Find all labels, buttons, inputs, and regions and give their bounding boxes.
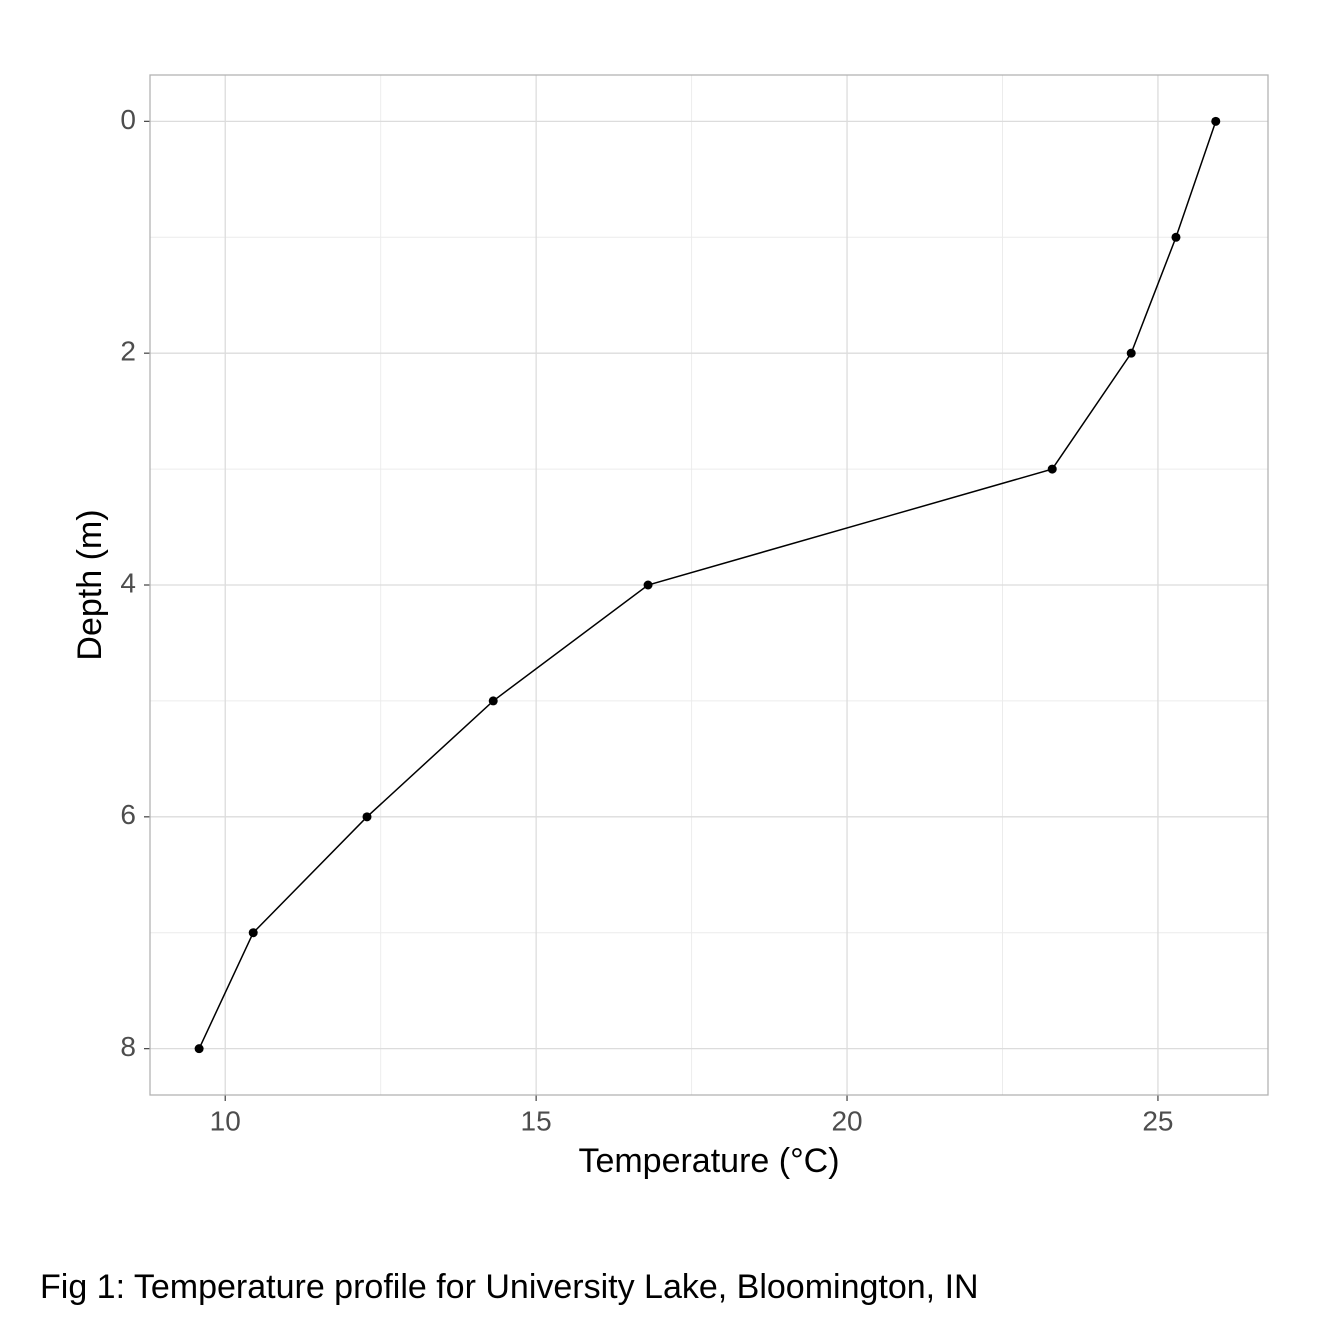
point (1047, 464, 1057, 474)
y-tick-label: 8 (120, 1031, 136, 1062)
point (488, 696, 498, 706)
point (194, 1044, 204, 1054)
point (1171, 232, 1181, 242)
y-tick-label: 2 (120, 336, 136, 367)
x-axis-title: Temperature (°C) (578, 1142, 839, 1180)
point (1211, 116, 1221, 126)
x-tick-label: 25 (1142, 1105, 1173, 1136)
y-tick-label: 0 (120, 104, 136, 135)
point (1126, 348, 1136, 358)
point (248, 928, 258, 938)
y-axis-title: Depth (m) (71, 509, 109, 660)
caption: Fig 1: Temperature profile for Universit… (40, 1268, 979, 1306)
x-tick-label: 15 (521, 1105, 552, 1136)
point (362, 812, 372, 822)
y-tick-label: 6 (120, 799, 136, 830)
y-tick-label: 4 (120, 567, 136, 598)
panel-border (149, 74, 1269, 1096)
point (643, 580, 653, 590)
x-tick-label: 20 (831, 1105, 862, 1136)
x-tick-label: 10 (210, 1105, 241, 1136)
